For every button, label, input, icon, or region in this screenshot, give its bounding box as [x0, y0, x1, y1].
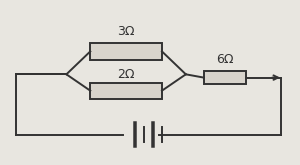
Text: 3Ω: 3Ω: [117, 25, 135, 38]
Text: 6Ω: 6Ω: [216, 53, 233, 66]
Text: 2Ω: 2Ω: [117, 68, 135, 81]
Bar: [90, 82, 162, 99]
Bar: [204, 71, 246, 84]
Bar: [90, 43, 162, 60]
